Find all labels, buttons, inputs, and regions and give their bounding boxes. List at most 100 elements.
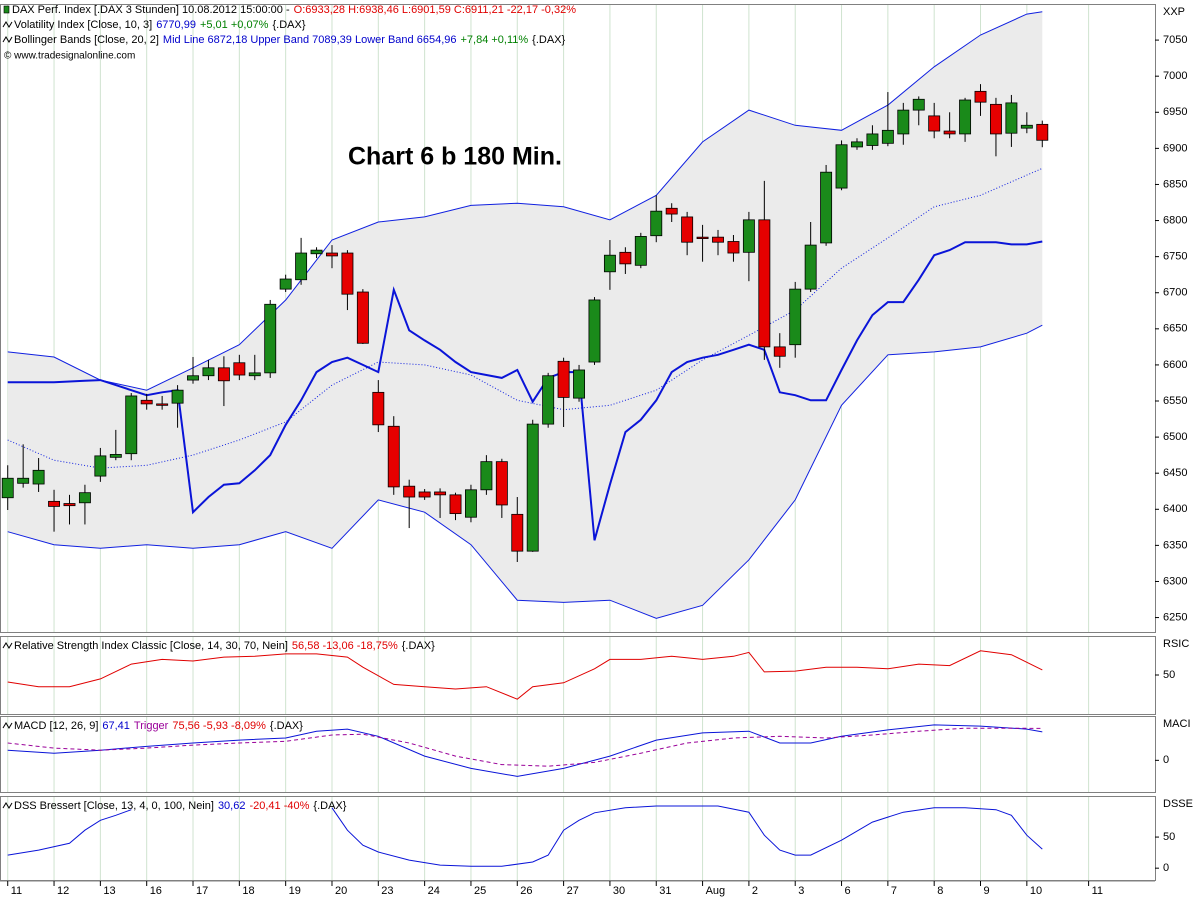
y-tick-label: 6500 <box>1163 431 1187 443</box>
legend-line: DSS Bressert [Close, 13, 4, 0, 100, Nein… <box>14 800 347 812</box>
x-tick-label: 24 <box>428 885 440 897</box>
candle-body <box>341 252 354 295</box>
y-tick-label: 6550 <box>1163 395 1187 407</box>
legend-value: Mid Line 6872,18 Upper Band 7089,39 Lowe… <box>163 34 457 46</box>
candle-body <box>959 99 972 135</box>
candle-body <box>603 254 616 273</box>
y-axis-label: XXP <box>1163 6 1185 18</box>
y-tick-label: 6900 <box>1163 142 1187 154</box>
candle-body <box>526 423 539 552</box>
candle-body <box>248 372 261 377</box>
legend-value: 6770,99 <box>156 19 196 31</box>
y-axis-label: DSSE <box>1163 798 1193 810</box>
candle-body <box>634 236 647 266</box>
indicator-line <box>7 727 1043 767</box>
x-tick-label: Aug <box>706 885 726 897</box>
candle-body <box>310 249 323 255</box>
x-tick-label: 9 <box>984 885 990 897</box>
y-tick-label: 6450 <box>1163 467 1187 479</box>
legend-icon <box>2 802 13 809</box>
y-tick-label: 6250 <box>1163 611 1187 623</box>
candle-body <box>773 346 786 357</box>
candle-body <box>912 98 925 111</box>
indicator-line <box>7 805 1043 867</box>
candle-body <box>449 494 462 515</box>
x-tick-label: 30 <box>613 885 625 897</box>
indicator-line <box>7 724 1043 777</box>
y-tick-label: 6850 <box>1163 178 1187 190</box>
x-tick-label: 23 <box>381 885 393 897</box>
candle-body <box>681 216 694 243</box>
y-tick-label: 50 <box>1163 831 1175 843</box>
candle-body <box>233 362 246 376</box>
candle-body <box>217 367 230 382</box>
candle-body <box>542 375 555 425</box>
legend-value: +7,84 +0,11% <box>460 34 528 46</box>
candle-body <box>356 291 369 344</box>
candle-body <box>820 171 833 244</box>
x-tick-label: 19 <box>289 885 301 897</box>
candle-body <box>418 491 431 498</box>
y-tick-label: 0 <box>1163 754 1169 766</box>
candle-body <box>557 360 570 398</box>
candle-body <box>125 395 138 455</box>
candle-body <box>63 503 76 507</box>
candle-body <box>789 288 802 346</box>
y-tick-label: 6700 <box>1163 287 1187 299</box>
legend-value: {.DAX} <box>272 19 305 31</box>
legend-value: 67,41 <box>102 720 130 732</box>
legend-name: Bollinger Bands [Close, 20, 2] <box>14 34 159 46</box>
candle-body <box>326 252 338 257</box>
legend-line: Relative Strength Index Classic [Close, … <box>14 640 435 652</box>
y-tick-label: 6950 <box>1163 106 1187 118</box>
candle-body <box>202 367 215 377</box>
y-axis-label: MACI <box>1163 718 1191 730</box>
candle-body <box>403 485 416 498</box>
y-tick-label: 6800 <box>1163 214 1187 226</box>
legend-value: {.DAX} <box>532 34 565 46</box>
y-tick-label: 6600 <box>1163 359 1187 371</box>
candle-body <box>480 461 493 491</box>
y-tick-label: 0 <box>1163 862 1169 874</box>
candle-body <box>1036 123 1049 141</box>
y-tick-label: 6400 <box>1163 503 1187 515</box>
candle-body <box>851 141 863 148</box>
candle-body <box>464 489 477 518</box>
legend-name: Trigger <box>134 720 169 732</box>
x-tick-label: 31 <box>659 885 671 897</box>
y-axis-label: RSIC <box>1163 638 1189 650</box>
legend-line: Bollinger Bands [Close, 20, 2] Mid Line 6… <box>14 34 566 46</box>
legend-icon <box>2 21 13 28</box>
legend-value: O:6933,28 H:6938,46 L:6901,59 C:6911,21 … <box>294 4 577 16</box>
candle-body <box>434 491 447 496</box>
legend-name: MACD [12, 26, 9] <box>14 720 98 732</box>
y-tick-label: 6650 <box>1163 323 1187 335</box>
legend-icon <box>2 36 13 43</box>
candle-body <box>372 391 385 426</box>
candle-body <box>156 403 169 406</box>
x-tick-label: 6 <box>845 885 851 897</box>
x-tick-label: 27 <box>567 885 579 897</box>
candle-body <box>742 219 755 253</box>
legend-name: Volatility Index [Close, 10, 3] <box>14 19 152 31</box>
x-tick-label: 18 <box>242 885 254 897</box>
candle-body <box>279 278 292 290</box>
legend-line: MACD [12, 26, 9] 67,41 Trigger 75,56 -5,93 … <box>14 720 303 732</box>
candle-body <box>17 477 30 484</box>
candle-body <box>387 425 400 488</box>
candle-body <box>835 144 848 189</box>
candle-body <box>295 252 308 281</box>
candle-body <box>727 241 740 254</box>
candle-body <box>943 130 956 135</box>
annotation: Chart 6 b 180 Min. <box>348 143 562 171</box>
candle-body <box>758 219 771 348</box>
candle-body <box>109 454 122 458</box>
candle-body <box>974 90 987 103</box>
band-lower <box>7 324 1043 619</box>
legend-line: Volatility Index [Close, 10, 3] 6770,99 +5… <box>14 19 306 31</box>
x-tick-label: 10 <box>1030 885 1042 897</box>
x-tick-label: 11 <box>11 885 22 897</box>
y-tick-label: 7000 <box>1163 70 1187 82</box>
volatility-line <box>7 240 1043 541</box>
legend-value: {.DAX} <box>313 800 346 812</box>
